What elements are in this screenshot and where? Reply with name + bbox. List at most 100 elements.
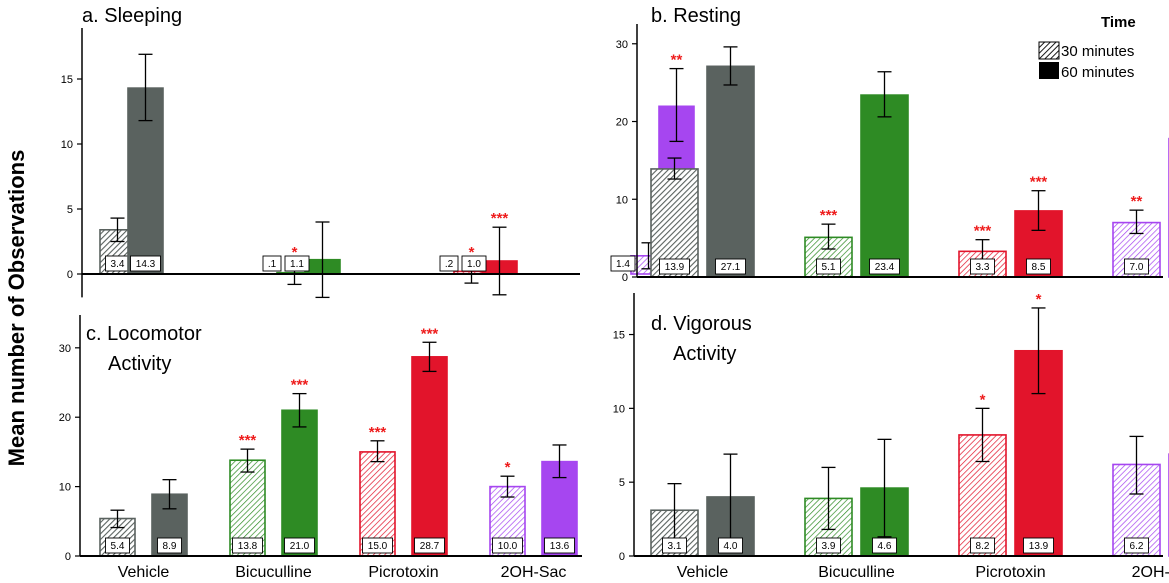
bar-vehicle-60min [706, 65, 755, 278]
value-label: 5.4 [111, 541, 125, 552]
y-tick-label: 30 [59, 343, 71, 355]
legend-swatch-60min [1039, 62, 1059, 79]
value-label-box [544, 537, 575, 554]
value-label-box [715, 258, 746, 275]
y-tick-label: 0 [622, 272, 628, 284]
significance-marker: *** [291, 377, 309, 394]
legend-label-60min: 60 minutes [1061, 64, 1134, 81]
significance-marker: *** [1030, 174, 1048, 191]
panel-title: a. Sleeping [82, 5, 182, 27]
value-label-box [659, 258, 690, 275]
value-label: 4.6 [878, 541, 892, 552]
y-tick-label: 0 [65, 551, 71, 563]
value-label-box [1023, 537, 1054, 554]
value-label: 23.4 [875, 262, 895, 273]
x-category-label: Bicuculline [818, 564, 895, 581]
value-label-box [869, 258, 900, 275]
value-label: 21.0 [290, 541, 310, 552]
panel-title: Activity [673, 343, 736, 365]
y-tick-label: 20 [59, 412, 71, 424]
panel-c-locomotor-activity: c. Locomotor Activity 0 10 20 30 5.4 8.9 Vehicle… [59, 315, 582, 581]
value-label-box [1124, 537, 1149, 554]
x-category-label: Picrotoxin [975, 564, 1045, 581]
value-label-box [872, 537, 897, 554]
significance-marker: *** [421, 325, 439, 342]
value-label: 5.1 [822, 262, 836, 273]
y-axis-label: Mean number of Observations [4, 150, 29, 467]
significance-marker: ** [671, 52, 683, 69]
legend-title: Time [1101, 14, 1136, 31]
value-label: 13.9 [665, 262, 685, 273]
value-label: 1.4 [616, 259, 630, 270]
value-label-box [105, 537, 130, 554]
value-label-box [492, 537, 523, 554]
y-tick-label: 15 [613, 330, 625, 342]
value-label: 3.1 [668, 541, 682, 552]
bar-picrotoxin-60min [411, 356, 448, 557]
value-label: 3.9 [822, 541, 836, 552]
y-tick-label: 20 [616, 117, 628, 129]
value-label: 13.6 [550, 541, 570, 552]
value-label: 8.5 [1032, 262, 1046, 273]
x-category-label: 2OH-Sac [501, 564, 567, 581]
legend: Time 30 minutes 60 minutes [1038, 14, 1136, 81]
legend-label-30min: 30 minutes [1061, 43, 1134, 60]
value-label: 14.3 [136, 259, 156, 270]
value-label: 15.0 [368, 541, 388, 552]
y-tick-label: 10 [59, 482, 71, 494]
value-label-box [284, 537, 315, 554]
legend-swatch-30min [1038, 41, 1060, 60]
panel-title: d. Vigorous [651, 313, 752, 335]
x-category-label: Vehicle [677, 564, 729, 581]
value-label-box [1124, 258, 1149, 275]
value-label: .1 [268, 259, 277, 270]
value-label: 4.0 [724, 541, 738, 552]
y-tick-label: 15 [61, 74, 73, 86]
value-label-box [816, 537, 841, 554]
x-category-label: Picrotoxin [368, 564, 438, 581]
value-label-box [610, 255, 636, 272]
y-tick-label: 0 [619, 551, 625, 563]
value-label: 7.0 [1130, 262, 1144, 273]
value-label-box [362, 537, 393, 554]
value-label: 8.9 [163, 541, 177, 552]
y-tick-label: 10 [616, 194, 628, 206]
value-label: 8.2 [976, 541, 990, 552]
value-label: 13.9 [1029, 541, 1049, 552]
bar-bicuculline-60min [860, 94, 909, 278]
value-label-box [439, 255, 459, 272]
x-category-label: 2OH-Sac [1132, 564, 1169, 581]
value-label-box [662, 537, 687, 554]
panel-d-vigorous-activity: d. Vigorous Activity 0 5 10 15 3.1 4.0 Vehicle 3.… [613, 291, 1169, 581]
significance-marker: * [505, 459, 511, 476]
x-category-label: Vehicle [118, 564, 170, 581]
significance-marker: * [980, 391, 986, 408]
value-label-box [262, 255, 282, 272]
value-label: 3.3 [976, 262, 990, 273]
panel-title: b. Resting [651, 5, 741, 27]
value-label-box [1026, 258, 1051, 275]
significance-marker: *** [239, 432, 257, 449]
value-label-box [157, 537, 182, 554]
value-label: 6.2 [1130, 541, 1144, 552]
value-label: 13.8 [238, 541, 258, 552]
significance-marker: *** [369, 424, 387, 441]
y-tick-label: 10 [613, 403, 625, 415]
value-label-box [718, 537, 743, 554]
panel-b-resting: b. Resting 0 10 20 30 13.9 27.1 5.1 *** 23.4 3.3 **… [616, 5, 1169, 284]
significance-marker: ** [1131, 193, 1143, 210]
value-label: 3.4 [111, 259, 125, 270]
y-tick-label: 0 [67, 269, 73, 281]
value-label-box [130, 255, 161, 272]
significance-marker: * [292, 244, 298, 261]
panel-title: Activity [108, 353, 171, 375]
value-label-box [284, 255, 310, 272]
y-tick-label: 5 [67, 204, 73, 216]
panel-title: c. Locomotor [86, 323, 202, 345]
y-tick-label: 10 [61, 139, 73, 151]
value-label: 1.1 [290, 259, 304, 270]
significance-marker: *** [820, 207, 838, 224]
y-tick-label: 5 [619, 477, 625, 489]
